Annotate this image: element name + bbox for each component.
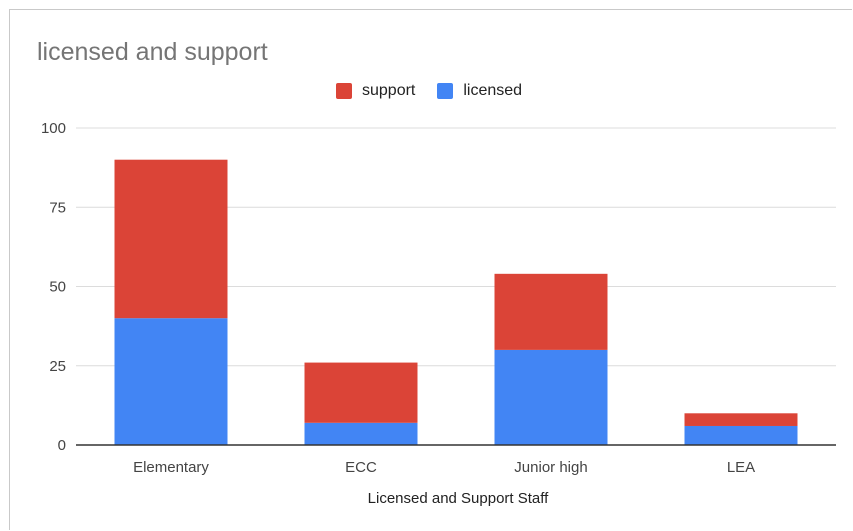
x-tick-label-ecc: ECC bbox=[345, 459, 377, 476]
bar-support-elementary bbox=[114, 159, 228, 319]
bar-licensed-ecc bbox=[304, 422, 418, 445]
legend-swatch-support bbox=[336, 83, 352, 99]
legend-item-licensed: licensed bbox=[437, 82, 522, 100]
chart-plot: 0 25 50 75 100 Elementary ECC Junior high LEA Lic… bbox=[41, 120, 836, 507]
bar-support-lea bbox=[684, 413, 798, 426]
x-tick-label-lea: LEA bbox=[727, 459, 755, 476]
chart-title: licensed and support bbox=[37, 38, 268, 66]
chart-legend: support licensed bbox=[336, 82, 544, 100]
legend-item-support: support bbox=[336, 82, 415, 100]
bar-licensed-junior-high bbox=[494, 349, 608, 445]
legend-label-licensed: licensed bbox=[463, 82, 523, 99]
y-tick-label-100: 100 bbox=[41, 120, 66, 137]
y-tick-label-50: 50 bbox=[49, 279, 66, 296]
x-tick-label-junior-high: Junior high bbox=[514, 459, 587, 476]
y-tick-label-0: 0 bbox=[58, 437, 66, 454]
x-tick-label-elementary: Elementary bbox=[133, 459, 209, 476]
legend-label-support: support bbox=[362, 82, 416, 99]
y-tick-label-25: 25 bbox=[49, 358, 66, 375]
chart-frame: licensed and support support licensed 0 2… bbox=[9, 9, 852, 530]
x-axis-title: Licensed and Support Staff bbox=[368, 490, 550, 507]
bar-support-ecc bbox=[304, 362, 418, 423]
y-tick-label-75: 75 bbox=[49, 199, 66, 216]
bar-licensed-lea bbox=[684, 425, 798, 445]
legend-swatch-licensed bbox=[437, 83, 454, 99]
bar-licensed-elementary bbox=[114, 318, 228, 445]
bar-support-junior-high bbox=[494, 273, 608, 350]
